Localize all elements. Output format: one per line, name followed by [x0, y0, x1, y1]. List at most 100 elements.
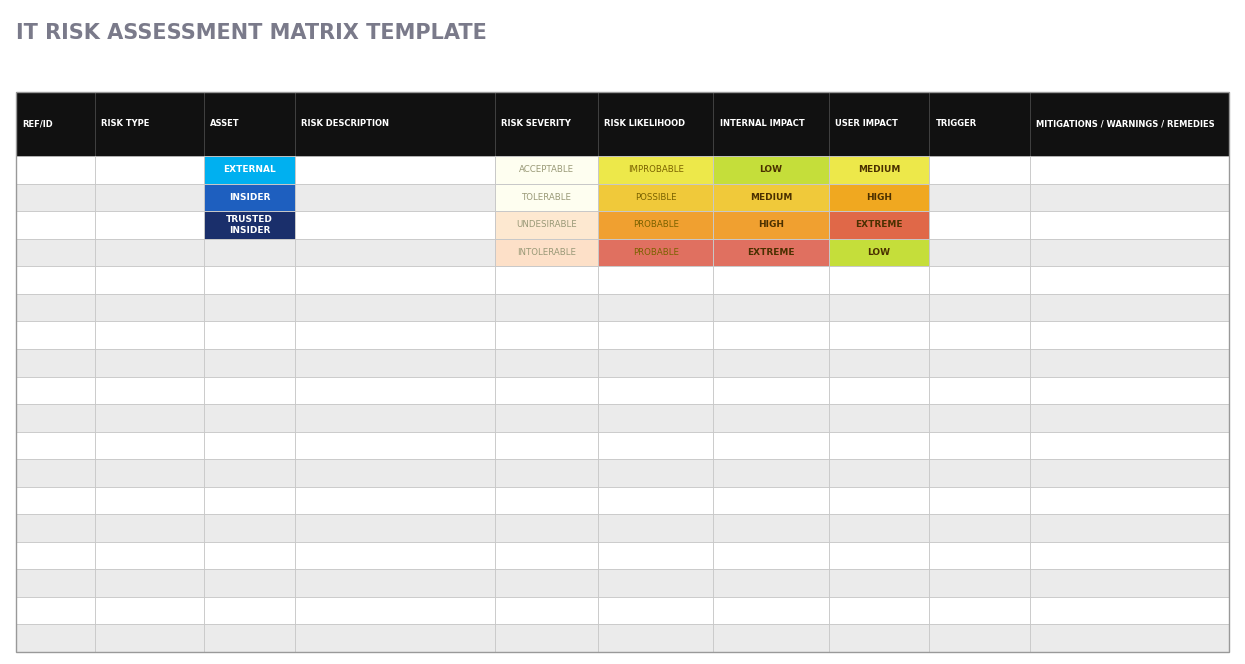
Bar [599, 156, 713, 184]
Text: TRUSTED
INSIDER: TRUSTED INSIDER [227, 215, 273, 234]
Bar [929, 321, 1030, 349]
Bar [599, 156, 713, 184]
Bar [204, 211, 295, 239]
Bar [1030, 404, 1229, 432]
Bar [929, 597, 1030, 625]
Bar [95, 156, 204, 184]
Bar [829, 487, 929, 515]
Bar [16, 597, 95, 625]
Bar [713, 542, 829, 570]
Bar [599, 625, 713, 652]
Bar [1030, 376, 1229, 404]
Bar [16, 459, 95, 487]
Bar [496, 404, 599, 432]
Bar [496, 376, 599, 404]
Bar [829, 239, 929, 266]
Bar [1030, 542, 1229, 570]
Bar [496, 239, 599, 266]
Bar [599, 542, 713, 570]
Bar [295, 211, 496, 239]
Bar [713, 487, 829, 515]
Bar [95, 92, 204, 156]
Bar [496, 515, 599, 542]
Bar [713, 239, 829, 266]
Bar [16, 92, 95, 156]
Bar [204, 625, 295, 652]
Text: RISK LIKELIHOOD: RISK LIKELIHOOD [605, 120, 686, 128]
Bar [204, 404, 295, 432]
Bar [713, 266, 829, 294]
Bar [295, 404, 496, 432]
Bar [929, 459, 1030, 487]
Bar [16, 92, 1229, 652]
Bar [829, 239, 929, 266]
Bar [16, 349, 95, 376]
Bar [599, 515, 713, 542]
Bar [713, 294, 829, 321]
Bar [1030, 625, 1229, 652]
Bar [204, 184, 295, 211]
Bar [204, 239, 295, 266]
Bar [496, 211, 599, 239]
Bar [204, 184, 295, 211]
Bar [95, 184, 204, 211]
Bar [713, 239, 829, 266]
Text: MITIGATIONS / WARNINGS / REMEDIES: MITIGATIONS / WARNINGS / REMEDIES [1036, 120, 1215, 128]
Bar [713, 625, 829, 652]
Bar [496, 349, 599, 376]
Bar [496, 542, 599, 570]
Bar [929, 570, 1030, 597]
Bar [929, 542, 1030, 570]
Bar [95, 211, 204, 239]
Bar [16, 156, 95, 184]
Bar [1030, 570, 1229, 597]
Bar [16, 376, 95, 404]
Bar [713, 211, 829, 239]
Bar [1030, 211, 1229, 239]
Bar [95, 432, 204, 459]
Text: PROBABLE: PROBABLE [632, 220, 679, 230]
Bar [95, 597, 204, 625]
Bar [295, 266, 496, 294]
Text: POSSIBLE: POSSIBLE [635, 193, 677, 202]
Bar [95, 294, 204, 321]
Bar [599, 404, 713, 432]
Bar [829, 211, 929, 239]
Bar [599, 211, 713, 239]
Bar [713, 184, 829, 211]
Bar [496, 487, 599, 515]
Bar [204, 321, 295, 349]
Bar [1030, 156, 1229, 184]
Bar [496, 294, 599, 321]
Text: LOW: LOW [868, 248, 890, 257]
Bar [599, 239, 713, 266]
Bar [295, 239, 496, 266]
Bar [95, 239, 204, 266]
Bar [713, 597, 829, 625]
Bar [95, 376, 204, 404]
Bar [16, 211, 95, 239]
Bar [929, 515, 1030, 542]
Bar [496, 156, 599, 184]
Bar [599, 349, 713, 376]
Bar [1030, 294, 1229, 321]
Bar [829, 92, 929, 156]
Bar [599, 459, 713, 487]
Bar [95, 570, 204, 597]
Bar [713, 459, 829, 487]
Bar [599, 239, 713, 266]
Bar [295, 597, 496, 625]
Bar [829, 515, 929, 542]
Bar [1030, 515, 1229, 542]
Bar [16, 294, 95, 321]
Text: EXTERNAL: EXTERNAL [223, 165, 276, 175]
Bar [295, 487, 496, 515]
Bar [829, 294, 929, 321]
Bar [599, 487, 713, 515]
Bar [713, 321, 829, 349]
Bar [496, 211, 599, 239]
Bar [713, 404, 829, 432]
Bar [16, 515, 95, 542]
Bar [496, 156, 599, 184]
Bar [496, 184, 599, 211]
